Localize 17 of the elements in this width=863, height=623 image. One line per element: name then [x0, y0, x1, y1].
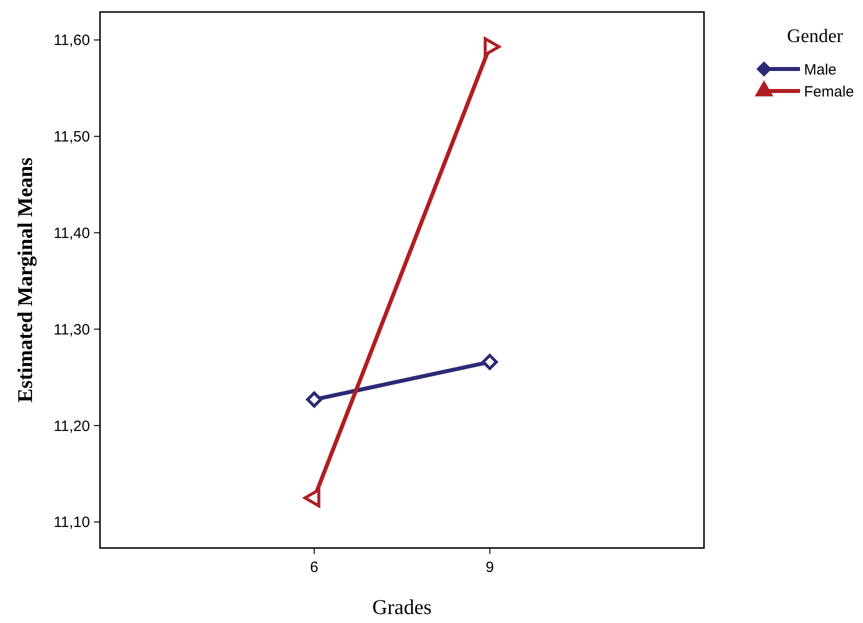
- x-axis-title: Grades: [372, 595, 432, 619]
- point: [482, 354, 498, 370]
- y-tick-label: 11,10: [54, 514, 90, 532]
- y-tick-label: 11,20: [54, 418, 90, 435]
- y-tick-label: 11,50: [54, 128, 90, 146]
- legend-title: Gender: [787, 26, 844, 47]
- x-tick-label: 6: [310, 559, 318, 576]
- y-tick-label: 11,60: [54, 32, 90, 50]
- y-tick-label: 11,40: [54, 225, 90, 242]
- y-axis-title: Estimated Marginal Means: [13, 158, 37, 402]
- legend-label: Female: [804, 83, 854, 100]
- point: [304, 488, 320, 508]
- point: [306, 391, 322, 408]
- legend-label: Male: [804, 61, 837, 78]
- y-tick-label: 11,30: [54, 321, 90, 338]
- point: [484, 37, 500, 56]
- x-tick-label: 9: [486, 559, 494, 576]
